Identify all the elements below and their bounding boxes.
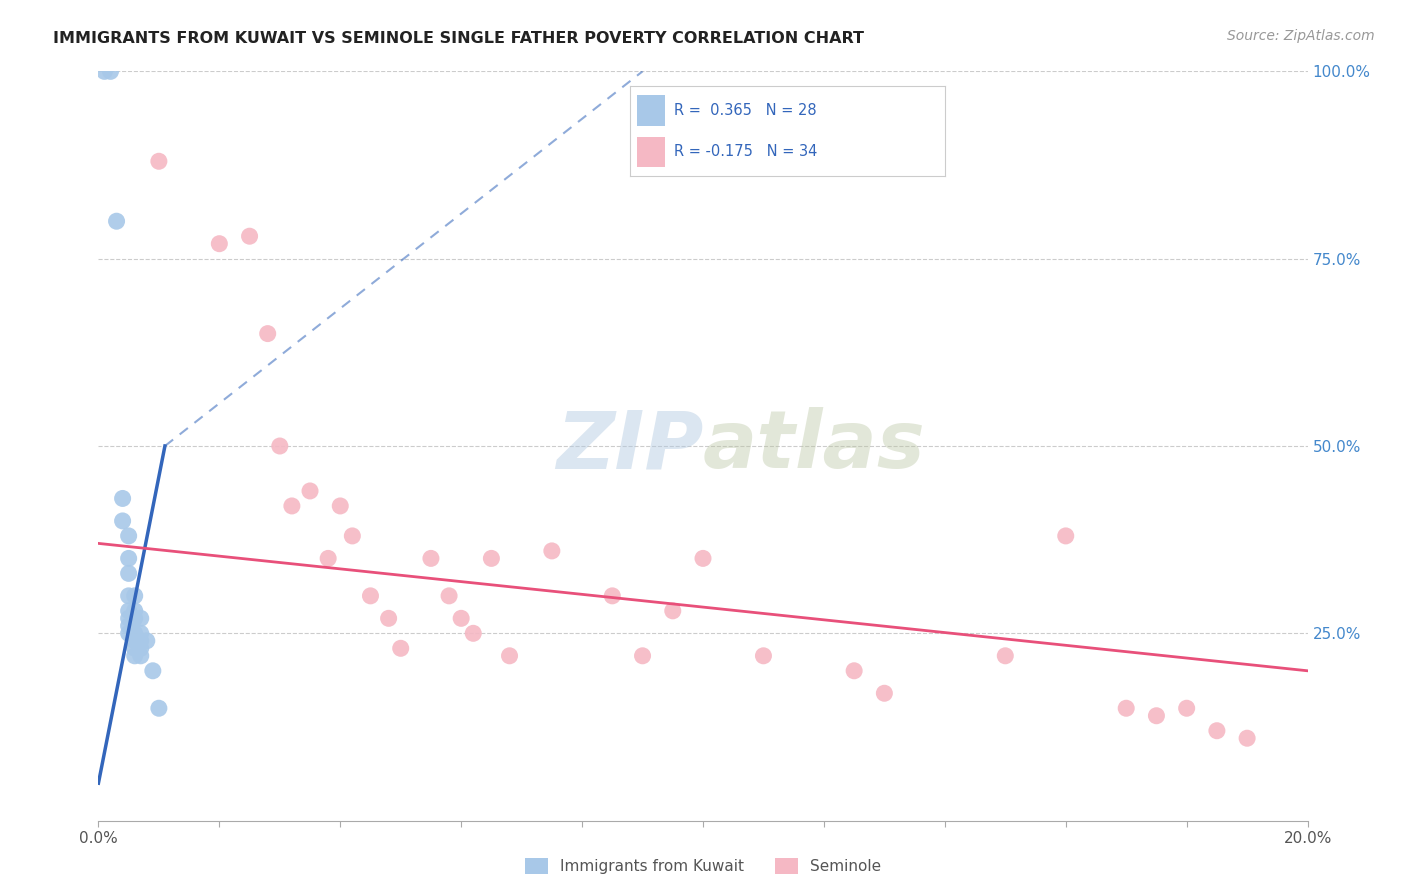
Point xyxy=(118,529,141,543)
Text: IMMIGRANTS FROM KUWAIT VS SEMINOLE SINGLE FATHER POVERTY CORRELATION CHART: IMMIGRANTS FROM KUWAIT VS SEMINOLE SINGL… xyxy=(53,31,865,46)
Point xyxy=(118,619,141,633)
Point xyxy=(118,551,141,566)
Point xyxy=(316,551,339,566)
Point xyxy=(329,499,352,513)
Point xyxy=(93,64,115,78)
Point xyxy=(1206,723,1229,738)
Point xyxy=(124,604,146,618)
Point xyxy=(100,64,122,78)
Point xyxy=(124,626,146,640)
Legend: Immigrants from Kuwait, Seminole: Immigrants from Kuwait, Seminole xyxy=(519,852,887,880)
Point xyxy=(498,648,520,663)
Point xyxy=(481,551,503,566)
Point xyxy=(342,529,364,543)
Point xyxy=(124,648,146,663)
Point xyxy=(873,686,896,700)
Text: Source: ZipAtlas.com: Source: ZipAtlas.com xyxy=(1227,29,1375,43)
Point xyxy=(1054,529,1077,543)
Text: atlas: atlas xyxy=(703,407,925,485)
Point xyxy=(1115,701,1137,715)
Point xyxy=(631,648,654,663)
Point xyxy=(420,551,443,566)
Point xyxy=(994,648,1017,663)
Point xyxy=(148,154,170,169)
Point xyxy=(844,664,866,678)
Point xyxy=(129,648,152,663)
Point xyxy=(661,604,683,618)
Point xyxy=(256,326,278,341)
Point xyxy=(118,626,141,640)
Point xyxy=(129,611,152,625)
Point xyxy=(118,589,141,603)
Text: ZIP: ZIP xyxy=(555,407,703,485)
Point xyxy=(129,641,152,656)
Point xyxy=(124,633,146,648)
Point xyxy=(360,589,382,603)
Point xyxy=(299,483,322,498)
Point xyxy=(124,589,146,603)
Point xyxy=(752,648,775,663)
Point xyxy=(129,626,152,640)
Point xyxy=(135,633,157,648)
Point xyxy=(1175,701,1198,715)
Point xyxy=(105,214,128,228)
Point xyxy=(208,236,231,251)
Point xyxy=(450,611,472,625)
Point xyxy=(377,611,399,625)
Point xyxy=(142,664,165,678)
Point xyxy=(389,641,412,656)
Point xyxy=(111,514,134,528)
Point xyxy=(129,633,152,648)
Point xyxy=(269,439,291,453)
Point xyxy=(118,566,141,581)
Point xyxy=(124,611,146,625)
Point xyxy=(1236,731,1258,746)
Point xyxy=(1144,708,1167,723)
Point xyxy=(692,551,714,566)
Point xyxy=(281,499,304,513)
Point xyxy=(540,544,562,558)
Point xyxy=(148,701,170,715)
Point xyxy=(463,626,485,640)
Point xyxy=(437,589,460,603)
Point xyxy=(239,229,262,244)
Point xyxy=(602,589,624,603)
Point xyxy=(111,491,134,506)
Point xyxy=(118,611,141,625)
Point xyxy=(124,641,146,656)
Point xyxy=(118,604,141,618)
